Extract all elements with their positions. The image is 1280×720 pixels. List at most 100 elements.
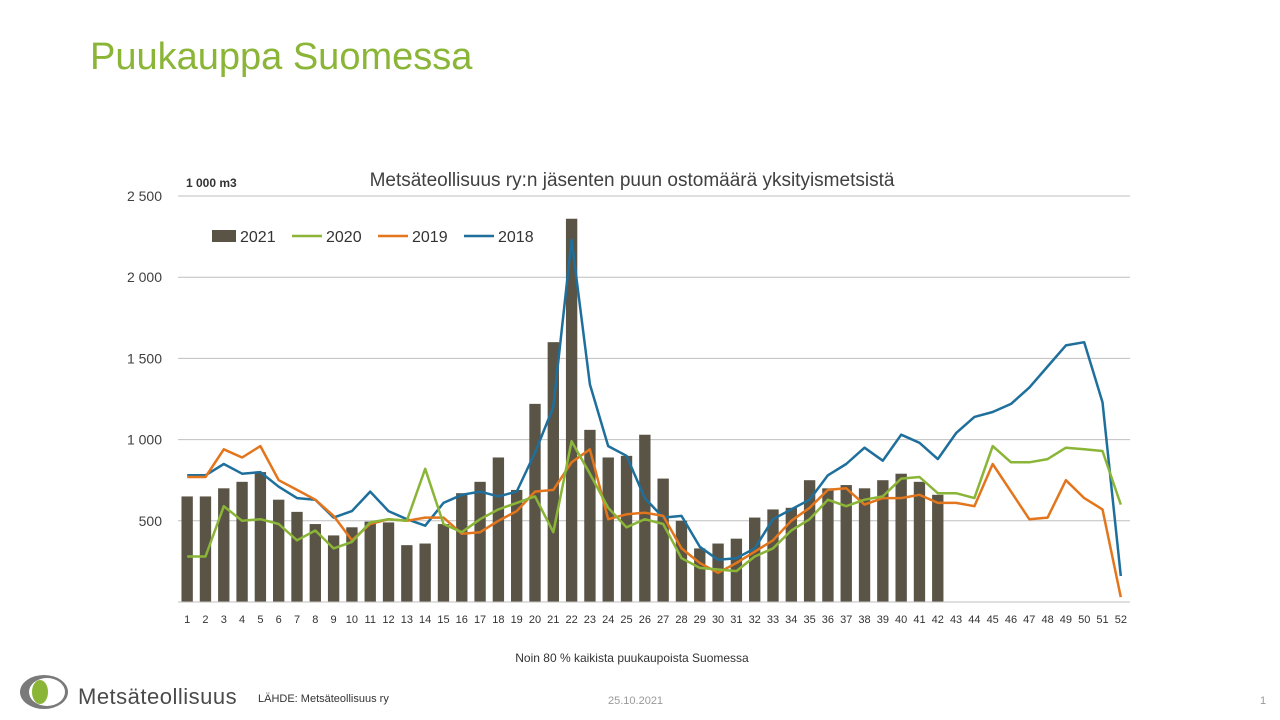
x-tick-label: 34	[785, 614, 797, 626]
slide-date: 25.10.2021	[608, 695, 664, 707]
legend-label-2020: 2020	[326, 229, 362, 246]
x-tick-label: 28	[675, 614, 687, 626]
x-tick-label: 17	[474, 614, 486, 626]
x-tick-label: 20	[529, 614, 541, 626]
x-tick-label: 14	[419, 614, 431, 626]
bar-2021	[382, 522, 395, 602]
bar-2021	[547, 342, 559, 602]
x-tick-label: 52	[1115, 614, 1127, 626]
bar-2021	[346, 527, 358, 602]
bar-2021	[877, 480, 889, 602]
legend-label-2021: 2021	[240, 229, 276, 246]
x-tick-label: 37	[840, 614, 852, 626]
bar-2021	[511, 489, 523, 602]
bar-2021	[767, 509, 779, 602]
x-tick-label: 2	[202, 614, 208, 626]
source-note: LÄHDE: Metsäteollisuus ry	[258, 693, 389, 705]
x-tick-label: 7	[294, 614, 300, 626]
x-tick-label: 1	[184, 614, 190, 626]
bar-2021	[437, 524, 450, 602]
x-tick-label: 18	[492, 614, 504, 626]
legend-label-2018: 2018	[498, 229, 534, 246]
legend-swatch-2021	[212, 230, 236, 242]
bar-2021	[419, 543, 431, 602]
x-tick-label: 50	[1078, 614, 1090, 626]
legend: 2021 2020 2019 2018	[212, 229, 534, 246]
line-2020	[187, 439, 1122, 573]
bar-2021	[199, 496, 212, 602]
x-tick-label: 43	[950, 614, 962, 626]
x-tick-label: 5	[257, 614, 263, 626]
y-tick-label: 1 000	[127, 432, 162, 448]
x-tick-label: 11	[365, 614, 376, 626]
bar-2021	[401, 545, 413, 602]
bar-2021	[565, 218, 578, 602]
y-tick-labels: 500 1 000 1 500 2 000 2 500	[127, 188, 162, 529]
x-tick-label: 4	[239, 614, 245, 626]
x-tick-label: 24	[602, 614, 614, 626]
bar-2021	[858, 488, 871, 602]
x-tick-label: 32	[749, 614, 761, 626]
slide-title: Puukauppa Suomessa	[90, 36, 473, 78]
x-tick-label: 51	[1096, 614, 1108, 626]
bar-2021	[236, 481, 248, 602]
bar-2021	[309, 524, 321, 602]
bar-2021	[694, 548, 706, 602]
x-tick-label: 8	[312, 614, 318, 626]
bar-2021	[254, 472, 267, 602]
bar-2021	[913, 481, 926, 602]
legend-label-2019: 2019	[412, 229, 448, 246]
bar-2021	[529, 403, 541, 602]
x-tick-label: 39	[877, 614, 889, 626]
bar-2021	[620, 455, 633, 602]
company-logo-text: Metsäteollisuus	[78, 684, 238, 709]
y-tick-label: 1 500	[127, 350, 162, 366]
chart-title: Metsäteollisuus ry:n jäsenten puun ostom…	[370, 170, 895, 191]
x-tick-label: 16	[456, 614, 468, 626]
line-2018	[187, 238, 1123, 577]
bar-2021	[218, 488, 230, 602]
bar-2021	[932, 494, 944, 602]
x-tick-label: 26	[639, 614, 651, 626]
bar-2021	[456, 493, 468, 602]
x-tick-label: 12	[382, 614, 394, 626]
bar-2021	[291, 511, 303, 602]
bar-2021	[895, 473, 907, 602]
x-tick-label: 21	[547, 614, 559, 626]
x-tick-label: 31	[730, 614, 742, 626]
x-tick-label: 44	[968, 614, 980, 626]
bar-2021	[602, 457, 614, 602]
page-number: 1	[1260, 695, 1267, 707]
bar-2021	[364, 521, 376, 602]
x-tick-label: 49	[1060, 614, 1072, 626]
bar-series-2021	[181, 218, 944, 602]
bar-2021	[584, 429, 596, 602]
x-axis-label: Noin 80 % kaikista puukaupoista Suomessa	[515, 651, 749, 665]
x-tick-label: 42	[932, 614, 944, 626]
x-tick-label: 41	[913, 614, 925, 626]
x-tick-label: 19	[511, 614, 523, 626]
x-tick-label: 33	[767, 614, 779, 626]
gridlines	[178, 195, 1130, 522]
x-tick-label: 22	[565, 614, 577, 626]
bar-2021	[785, 507, 797, 602]
bar-2021	[492, 457, 505, 602]
x-tick-label: 30	[712, 614, 724, 626]
x-tick-label: 13	[401, 614, 413, 626]
x-tick-labels: 1 2 3 4 5 6 7 8 9 10 11 12 13 14 15 16 17 18 19 20 21 22 23 24 2…	[184, 614, 1127, 626]
line-series-group	[187, 238, 1123, 598]
x-tick-label: 27	[657, 614, 669, 626]
bar-2021	[657, 478, 669, 602]
bar-2021	[273, 499, 285, 602]
x-tick-label: 9	[331, 614, 337, 626]
y-unit-label: 1 000 m3	[186, 176, 237, 190]
x-tick-label: 6	[276, 614, 282, 626]
x-tick-label: 15	[437, 614, 449, 626]
x-tick-label: 3	[221, 614, 227, 626]
company-logo-icon	[20, 675, 68, 709]
line-2019	[187, 444, 1123, 598]
x-tick-label: 46	[1005, 614, 1017, 626]
bar-2021	[749, 517, 761, 602]
x-tick-label: 35	[803, 614, 815, 626]
